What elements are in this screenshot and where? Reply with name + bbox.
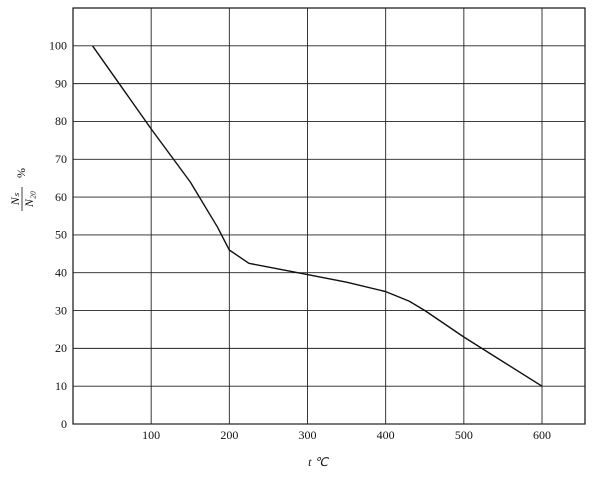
y-tick-label: 90 (55, 76, 67, 90)
x-tick-label: 200 (220, 428, 238, 442)
x-tick-label: 600 (533, 428, 551, 442)
x-tick-label: 500 (455, 428, 473, 442)
y-tick-label: 70 (55, 152, 67, 166)
y-label-denominator: N₂₀ (22, 191, 36, 208)
x-tick-label: 400 (377, 428, 395, 442)
y-label-unit: % (14, 168, 28, 178)
y-tick-label: 10 (55, 379, 67, 393)
y-tick-label: 60 (55, 190, 67, 204)
data-line (91, 45, 543, 387)
x-tick-label: 300 (299, 428, 317, 442)
plot-frame (72, 7, 586, 425)
x-tick-label: 100 (142, 428, 160, 442)
x-axis-label: t ℃ (308, 455, 329, 469)
y-tick-label: 20 (55, 341, 67, 355)
y-label-numerator: Nₛ (8, 192, 22, 206)
y-tick-label: 0 (61, 417, 67, 431)
y-tick-label: 50 (55, 228, 67, 242)
y-axis-label: Nₛ N₂₀ % (8, 168, 36, 211)
y-tick-label: 100 (49, 39, 67, 53)
y-tick-label: 30 (55, 303, 67, 317)
y-tick-label: 40 (55, 265, 67, 279)
y-tick-label: 80 (55, 114, 67, 128)
